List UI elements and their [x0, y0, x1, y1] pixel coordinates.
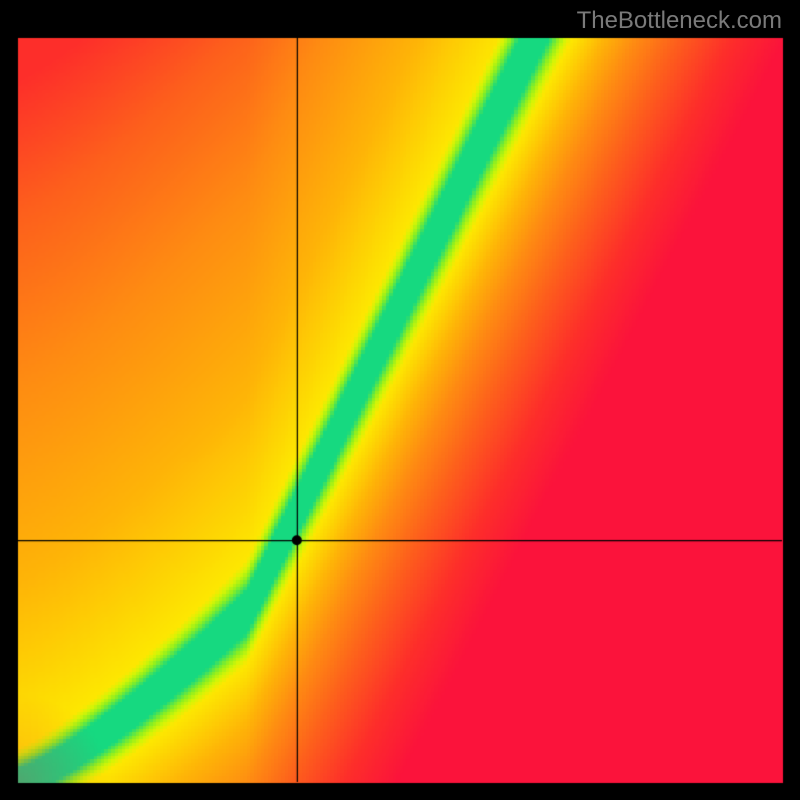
source-watermark: TheBottleneck.com	[577, 7, 782, 35]
chart-container: TheBottleneck.com	[0, 0, 800, 800]
bottleneck-heatmap	[0, 0, 800, 800]
